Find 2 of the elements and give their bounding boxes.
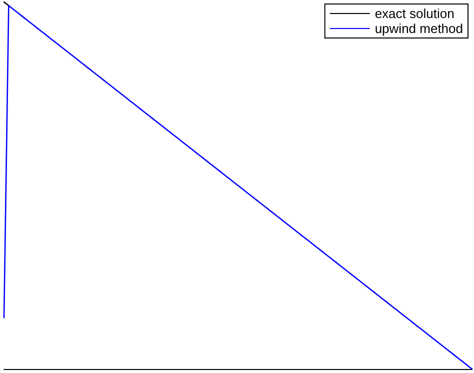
legend-label: upwind method [374,21,464,36]
legend-label: exact solution [374,6,454,21]
